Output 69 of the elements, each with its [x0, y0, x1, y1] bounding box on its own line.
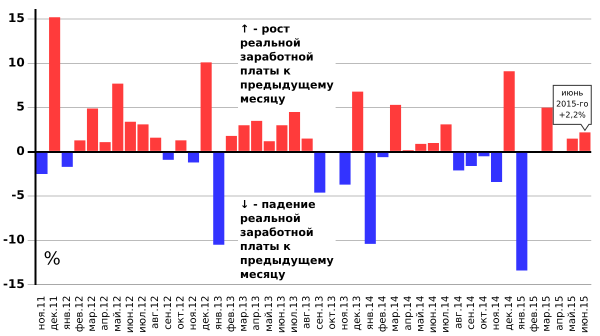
x-tick-label: дек.14 — [504, 296, 515, 331]
bar — [36, 152, 48, 174]
x-tick-label: апр.15 — [554, 296, 566, 331]
x-tick-label: ноя.14 — [491, 296, 502, 330]
bar — [213, 152, 224, 245]
bar — [62, 152, 73, 167]
bar — [188, 152, 200, 162]
x-tick-label: фев.14 — [378, 296, 388, 332]
x-tick-label: май.14 — [415, 296, 426, 332]
x-tick-label: мар.15 — [542, 296, 553, 332]
x-tick-label: янв.14 — [364, 296, 376, 330]
x-tick-label: янв.12 — [62, 296, 73, 330]
bar — [175, 140, 186, 151]
x-tick-label: окт.13 — [326, 296, 338, 330]
annotation: июнь 2015-го +2,2% — [556, 88, 589, 120]
bar — [314, 152, 326, 193]
bar — [541, 108, 553, 151]
y-tick-label: 5 — [16, 100, 25, 114]
y-tick-label: 0 — [16, 144, 25, 158]
y-tick-label: -5 — [11, 188, 25, 202]
x-tick-label: май.15 — [566, 296, 578, 332]
x-tick-label: апр.14 — [402, 296, 414, 331]
x-tick-label: авг.12 — [150, 296, 162, 329]
bar — [339, 152, 351, 185]
bar — [516, 152, 528, 270]
bar — [49, 17, 60, 151]
x-tick-label: июн.15 — [580, 296, 591, 333]
bar — [162, 152, 174, 160]
x-tick-label: сен.13 — [314, 296, 326, 330]
x-tick-label: ноя.13 — [340, 296, 351, 330]
x-tick-label: ноя.11 — [36, 296, 48, 330]
x-tick-label: май.12 — [112, 296, 124, 332]
x-tick-label: июн.13 — [276, 296, 288, 333]
x-tick-label: фев.15 — [529, 296, 540, 332]
x-tick-label: май.13 — [264, 296, 275, 332]
x-tick-label: июл.12 — [138, 296, 149, 333]
bar — [504, 71, 515, 151]
x-tick-label: дек.13 — [352, 296, 364, 331]
x-tick-label: мар.12 — [87, 296, 98, 332]
y-tick-label: 10 — [8, 55, 25, 70]
x-tick-label: дек.11 — [49, 296, 60, 331]
y-axis-title: % — [44, 248, 61, 270]
x-tick-label: авг.14 — [453, 296, 464, 329]
x-tick-label: окт.12 — [175, 296, 186, 330]
y-tick-label: -15 — [2, 276, 25, 291]
x-tick-label: дек.12 — [200, 296, 212, 331]
x-tick-label: окт.14 — [478, 296, 490, 330]
bar — [200, 62, 212, 151]
x-tick-label: сен.12 — [162, 296, 174, 330]
x-tick-label: мар.14 — [390, 296, 402, 332]
x-tick-label: июн.14 — [428, 296, 440, 333]
x-tick-label: июн.12 — [124, 296, 136, 333]
bar — [352, 92, 364, 151]
x-tick-label: мар.13 — [238, 296, 250, 332]
x-tick-label: янв.13 — [213, 296, 224, 330]
x-tick-label: июл.13 — [289, 296, 300, 333]
x-tick-label: сен.14 — [466, 296, 477, 330]
x-tick-label: июл.14 — [440, 296, 452, 333]
x-tick-label: янв.15 — [516, 296, 528, 330]
x-tick-label: фев.12 — [74, 296, 86, 332]
x-tick-label: ноя.12 — [188, 296, 200, 330]
annotation: ↓ - падение реальной заработной платы к предыдущему месяцу — [240, 198, 334, 282]
y-tick-label: -10 — [2, 232, 25, 246]
annotation: ↑ - рост реальной заработной платы к предыдущему месяцу — [240, 22, 334, 106]
y-tick-label: 15 — [8, 11, 25, 26]
x-tick-label: апр.12 — [100, 296, 111, 331]
x-tick-label: авг.13 — [302, 296, 313, 329]
x-tick-label: фев.13 — [226, 296, 237, 332]
x-tick-label: апр.13 — [251, 296, 262, 331]
